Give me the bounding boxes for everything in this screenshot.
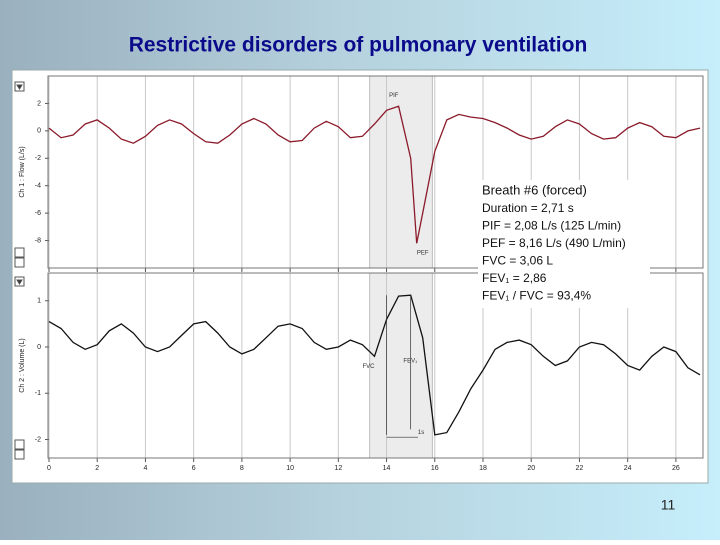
breath-summary-line: PIF = 2,08 L/s (125 L/min) (482, 219, 621, 233)
y-tick-label: 1 (37, 298, 41, 305)
y-axis-label: Ch 1 : Flow (L/s) (19, 146, 26, 197)
x-tick-label: 2 (95, 465, 99, 472)
page-number: 11 (661, 497, 676, 513)
y-tick-label: -2 (35, 436, 41, 443)
plot-frame (47, 75, 704, 269)
x-tick-label: 4 (143, 465, 147, 472)
breath-summary-title: Breath #6 (forced) (482, 182, 587, 197)
slide-title: Restrictive disorders of pulmonary venti… (129, 34, 588, 57)
x-tick-label: 18 (479, 465, 487, 472)
x-tick-label: 20 (527, 465, 535, 472)
x-tick-label: 6 (192, 465, 196, 472)
y-axis-label: Ch 2 : Volume (L) (19, 338, 26, 392)
y-tick-label: -8 (35, 237, 41, 244)
data-line (48, 105, 701, 244)
x-tick-label: 10 (286, 465, 294, 472)
y-tick-label: 0 (37, 344, 41, 351)
y-tick-label: 0 (37, 128, 41, 135)
breath-summary-line: FEV₁ / FVC = 93,4% (482, 289, 591, 303)
y-tick-label: -6 (35, 210, 41, 217)
x-tick-label: 8 (240, 465, 244, 472)
x-tick-label: 14 (383, 465, 391, 472)
data-line (48, 294, 701, 436)
fvc-bracket (386, 295, 418, 438)
panel-controls (14, 81, 25, 460)
y-tick-label: -1 (35, 390, 41, 397)
breath-summary: Breath #6 (forced) Duration = 2,71 s PIF =… (478, 180, 650, 308)
y-tick-label: -4 (35, 183, 41, 190)
y-tick-label: -2 (35, 155, 41, 162)
annotation: PIF (389, 93, 399, 99)
x-tick-label: 26 (672, 465, 680, 472)
annotation: PEF (417, 250, 429, 256)
x-tick-label: 22 (576, 465, 584, 472)
annotation: 1s (418, 430, 424, 436)
x-tick-label: 0 (47, 465, 51, 472)
highlight-region (369, 272, 433, 459)
breath-summary-bg (478, 180, 650, 308)
x-tick-label: 12 (334, 465, 342, 472)
highlight-region (369, 75, 433, 269)
breath-summary-line: FEV₁ = 2,86 (482, 271, 547, 285)
y-tick-label: 2 (37, 100, 41, 107)
annotation: FVC (362, 364, 375, 370)
breath-summary-line: PEF = 8,16 L/s (490 L/min) (482, 236, 626, 250)
annotation: FEV₁ (403, 358, 417, 364)
x-tick-label: 24 (624, 465, 632, 472)
breath-summary-line: FVC = 3,06 L (482, 254, 553, 268)
x-tick-label: 16 (431, 465, 439, 472)
plot-frame (47, 272, 704, 459)
breath-summary-line: Duration = 2,71 s (482, 201, 574, 215)
